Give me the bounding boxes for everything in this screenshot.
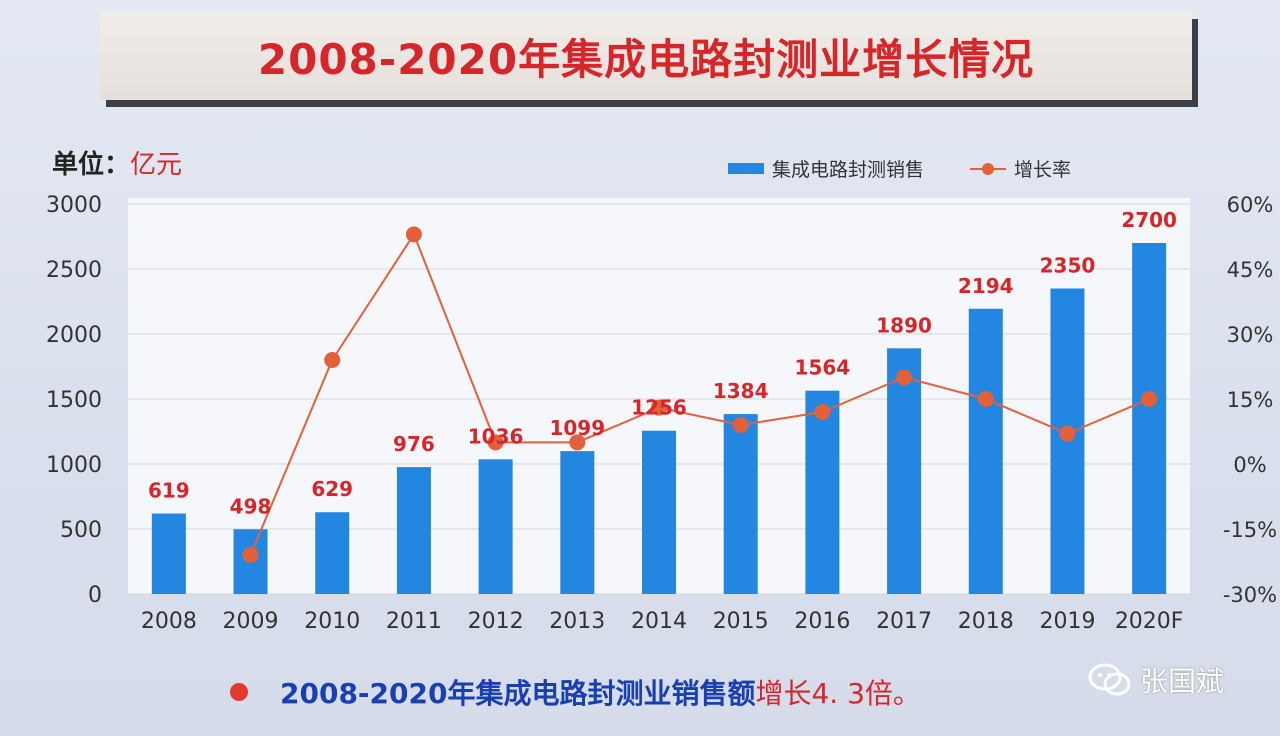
bar-data-label: 498 (230, 494, 272, 518)
growth-rate-point (487, 434, 504, 451)
bar (151, 513, 186, 594)
watermark-text: 张国斌 (1140, 665, 1225, 698)
growth-rate-point (1059, 425, 1076, 442)
bar (396, 467, 431, 594)
bar-data-label: 1036 (468, 424, 524, 448)
bullet-dot (230, 683, 248, 701)
footer-blue-text: 2008-2020年集成电路封测业销售额 (280, 677, 756, 710)
x-tick-label: 2014 (631, 609, 687, 634)
y-left-tick-label: 2500 (46, 258, 102, 283)
x-tick-label: 2020F (1115, 609, 1184, 634)
bar-data-label: 1256 (631, 396, 687, 420)
y-left-tick-label: 0 (88, 583, 102, 608)
x-tick-label: 2018 (958, 609, 1014, 634)
bar-data-label: 976 (393, 432, 435, 456)
x-tick-label: 2017 (876, 609, 932, 634)
unit-label: 单位：亿元 (52, 144, 182, 181)
y-left-tick-label: 1500 (46, 388, 102, 413)
y-right-tick-label: 30% (1227, 323, 1274, 347)
bar (968, 308, 1003, 594)
x-tick-label: 2012 (468, 609, 524, 634)
bar-data-label: 1890 (876, 313, 932, 337)
x-tick-label: 2013 (549, 609, 605, 634)
bar (723, 414, 758, 594)
growth-rate-line (249, 232, 1150, 556)
legend-bar-swatch (728, 163, 764, 174)
y-right-tick-label: 60% (1227, 193, 1274, 217)
bar-data-label: 629 (311, 477, 353, 501)
legend-bar-label: 集成电路封测销售 (772, 159, 925, 181)
y-right-tick-label: 45% (1227, 258, 1274, 282)
growth-rate-point (405, 226, 422, 243)
bar (478, 459, 513, 594)
y-right-tick-label: 15% (1227, 388, 1274, 412)
bar (315, 512, 350, 594)
footer-red-text: 增长4. 3倍。 (755, 677, 921, 710)
unit-prefix: 单位： (52, 150, 131, 180)
bar-data-label: 2350 (1040, 254, 1096, 278)
x-tick-label: 2016 (794, 609, 850, 634)
legend: 集成电路封测销售 增长率 (728, 155, 1071, 182)
growth-rate-point (651, 399, 667, 416)
bar (887, 348, 922, 594)
bar (1132, 243, 1167, 594)
growth-rate-point (814, 404, 831, 420)
bar-data-label: 1564 (795, 356, 851, 380)
growth-rate-point (732, 417, 749, 433)
title-banner: 2008-2020年集成电路封测业增长情况 (100, 12, 1192, 100)
growth-rate-point (977, 391, 994, 407)
y-left-tick-label: 3000 (46, 193, 102, 218)
x-tick-label: 2015 (713, 609, 769, 634)
x-tick-label: 2010 (304, 609, 360, 634)
bar-data-label: 1384 (713, 379, 769, 403)
bar-data-label: 2700 (1121, 208, 1177, 232)
x-tick-label: 2009 (223, 609, 279, 634)
y-right-tick-label: -15% (1223, 518, 1277, 542)
growth-rate-point (1141, 391, 1158, 407)
unit-value: 亿元 (130, 150, 183, 180)
legend-line-swatch (970, 162, 1007, 175)
x-tick-label: 2011 (386, 609, 442, 634)
x-tick-label: 2019 (1039, 609, 1095, 634)
bar-data-label: 619 (148, 479, 190, 503)
growth-rate-point (569, 434, 586, 451)
legend-line-label: 增长率 (1014, 159, 1072, 181)
y-left-tick-label: 500 (60, 518, 102, 543)
bar (805, 390, 840, 594)
y-right-tick-label: 0% (1233, 453, 1266, 477)
bar (642, 430, 676, 594)
footer-note: 2008-2020年集成电路封测业销售额 增长4. 3倍。 (230, 672, 921, 712)
bar-data-label: 1099 (549, 416, 605, 440)
watermark: 张国斌 (1088, 660, 1224, 700)
bar-data-label: 2194 (958, 274, 1014, 298)
growth-rate-point (324, 352, 341, 368)
y-right-tick-label: -30% (1223, 583, 1277, 607)
chart-title: 2008-2020年集成电路封测业增长情况 (257, 34, 1035, 84)
wechat-icon (1088, 663, 1131, 696)
bar (560, 451, 595, 594)
x-tick-label: 2008 (141, 609, 197, 634)
y-left-tick-label: 2000 (46, 323, 102, 348)
growth-rate-point (242, 547, 259, 563)
y-left-tick-label: 1000 (46, 453, 102, 478)
growth-rate-point (896, 369, 913, 386)
